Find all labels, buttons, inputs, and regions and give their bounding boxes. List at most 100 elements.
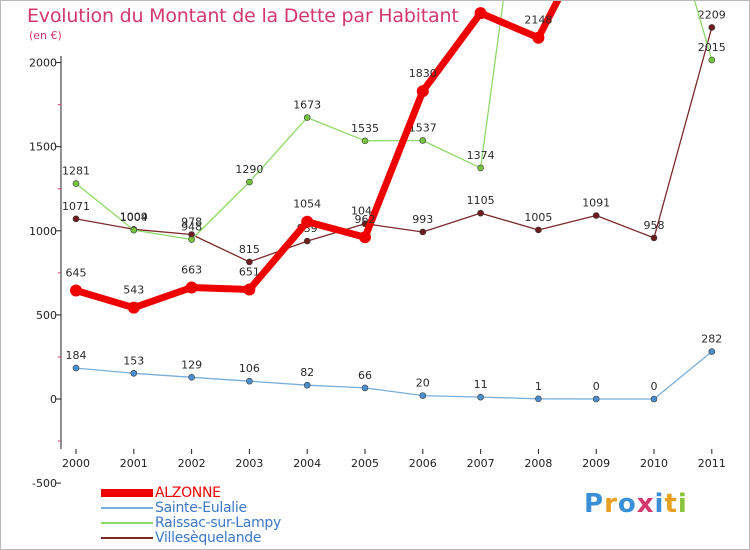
data-point: [361, 384, 369, 392]
data-point: [303, 237, 311, 245]
data-point: [650, 395, 658, 403]
data-point: [127, 301, 140, 314]
data-label: 1004: [120, 211, 148, 224]
logo-letter: t: [664, 489, 678, 519]
data-label: 962: [355, 213, 376, 226]
x-tick-label: 2009: [582, 457, 610, 470]
data-label: 0: [651, 380, 658, 393]
data-label: 1005: [524, 211, 552, 224]
data-label: 1091: [582, 196, 610, 209]
data-label: 2015: [698, 41, 726, 54]
data-label: 20: [416, 377, 430, 390]
data-label: 1281: [62, 165, 90, 178]
data-point: [477, 164, 484, 172]
data-point: [474, 7, 487, 20]
data-label: 106: [239, 362, 260, 375]
data-point: [419, 392, 427, 399]
chart-subtitle: (en €): [29, 29, 62, 42]
logo-letter: x: [636, 489, 655, 519]
series-line: [75, 350, 713, 400]
y-tick-label: 2000: [29, 57, 57, 70]
data-point: [185, 281, 198, 294]
data-point: [535, 226, 542, 234]
y-tick-label: 1500: [29, 141, 57, 154]
legend-swatch: [101, 537, 153, 539]
x-tick-label: 2010: [640, 457, 668, 470]
data-point: [416, 85, 429, 98]
data-label: 0: [593, 380, 600, 393]
data-point: [301, 215, 314, 228]
y-tick-label: 500: [36, 309, 57, 322]
data-label: 651: [239, 266, 260, 279]
data-label: 978: [181, 216, 202, 229]
data-label: 1535: [351, 122, 379, 135]
y-tick-label: 0: [50, 393, 57, 406]
data-point: [72, 180, 80, 187]
y-tick-label: 1000: [29, 225, 57, 238]
data-point: [243, 283, 256, 296]
x-tick-label: 2004: [293, 457, 321, 470]
series-line: [75, 26, 713, 263]
data-label: 993: [412, 213, 433, 226]
data-label: 2148: [524, 14, 552, 27]
data-point: [708, 348, 716, 355]
x-tick-label: 2001: [120, 457, 148, 470]
data-point: [532, 31, 545, 44]
data-point: [72, 364, 80, 372]
x-tick-label: 2000: [62, 457, 90, 470]
data-label: 66: [358, 369, 372, 382]
series-line: [75, 1, 713, 241]
data-point: [708, 56, 716, 64]
data-label: 645: [66, 267, 87, 280]
data-label: 815: [239, 243, 260, 256]
data-label: 1537: [409, 121, 437, 134]
data-label: 1290: [235, 163, 263, 176]
x-tick-label: 2011: [698, 457, 726, 470]
data-point: [130, 226, 138, 234]
data-point: [130, 369, 138, 377]
data-point: [650, 234, 658, 242]
legend-swatch: [101, 507, 153, 509]
data-label: 958: [644, 219, 665, 232]
logo-letter: r: [604, 489, 618, 519]
data-label: 1054: [293, 198, 321, 211]
legend-label: ALZONNE: [155, 485, 221, 501]
data-label: 1830: [409, 67, 437, 80]
data-label: 1: [535, 380, 542, 393]
series-line: [72, 1, 562, 312]
data-label: 663: [181, 263, 202, 276]
data-point: [477, 209, 484, 217]
data-label: 2209: [698, 8, 726, 21]
chart-title: Evolution du Montant de la Dette par Hab…: [27, 5, 459, 27]
legend-item-sainte-eulalie: Sainte-Eulalie: [101, 501, 247, 515]
data-label: 82: [300, 366, 314, 379]
data-label: 11: [474, 378, 488, 391]
data-label: 1374: [467, 149, 495, 162]
data-label: 948: [181, 221, 202, 234]
data-label: 543: [123, 284, 144, 297]
data-point: [477, 393, 484, 401]
data-point: [70, 284, 82, 297]
y-tick-label: -500: [32, 477, 57, 490]
data-label: 129: [181, 358, 202, 371]
legend-label: Raissac-sur-Lampy: [155, 515, 281, 531]
x-tick-label: 2007: [467, 457, 495, 470]
x-tick-label: 2005: [351, 457, 379, 470]
data-point: [188, 236, 195, 243]
legend-item-villesequelande: Villesèquelande: [101, 531, 261, 545]
legend-swatch: [101, 489, 153, 497]
legend-item-raissac-sur-lampy: Raissac-sur-Lampy: [101, 516, 281, 530]
x-tick-label: 2008: [524, 457, 552, 470]
data-label: 1071: [62, 200, 90, 213]
x-tick-label: 2003: [235, 457, 263, 470]
logo-letter: i: [654, 489, 665, 519]
data-point: [72, 215, 80, 223]
data-point: [359, 231, 371, 244]
data-label: 1673: [293, 99, 321, 112]
data-point: [303, 114, 311, 121]
data-point: [303, 381, 311, 389]
legend-swatch: [101, 522, 153, 524]
data-label: 184: [66, 349, 87, 362]
